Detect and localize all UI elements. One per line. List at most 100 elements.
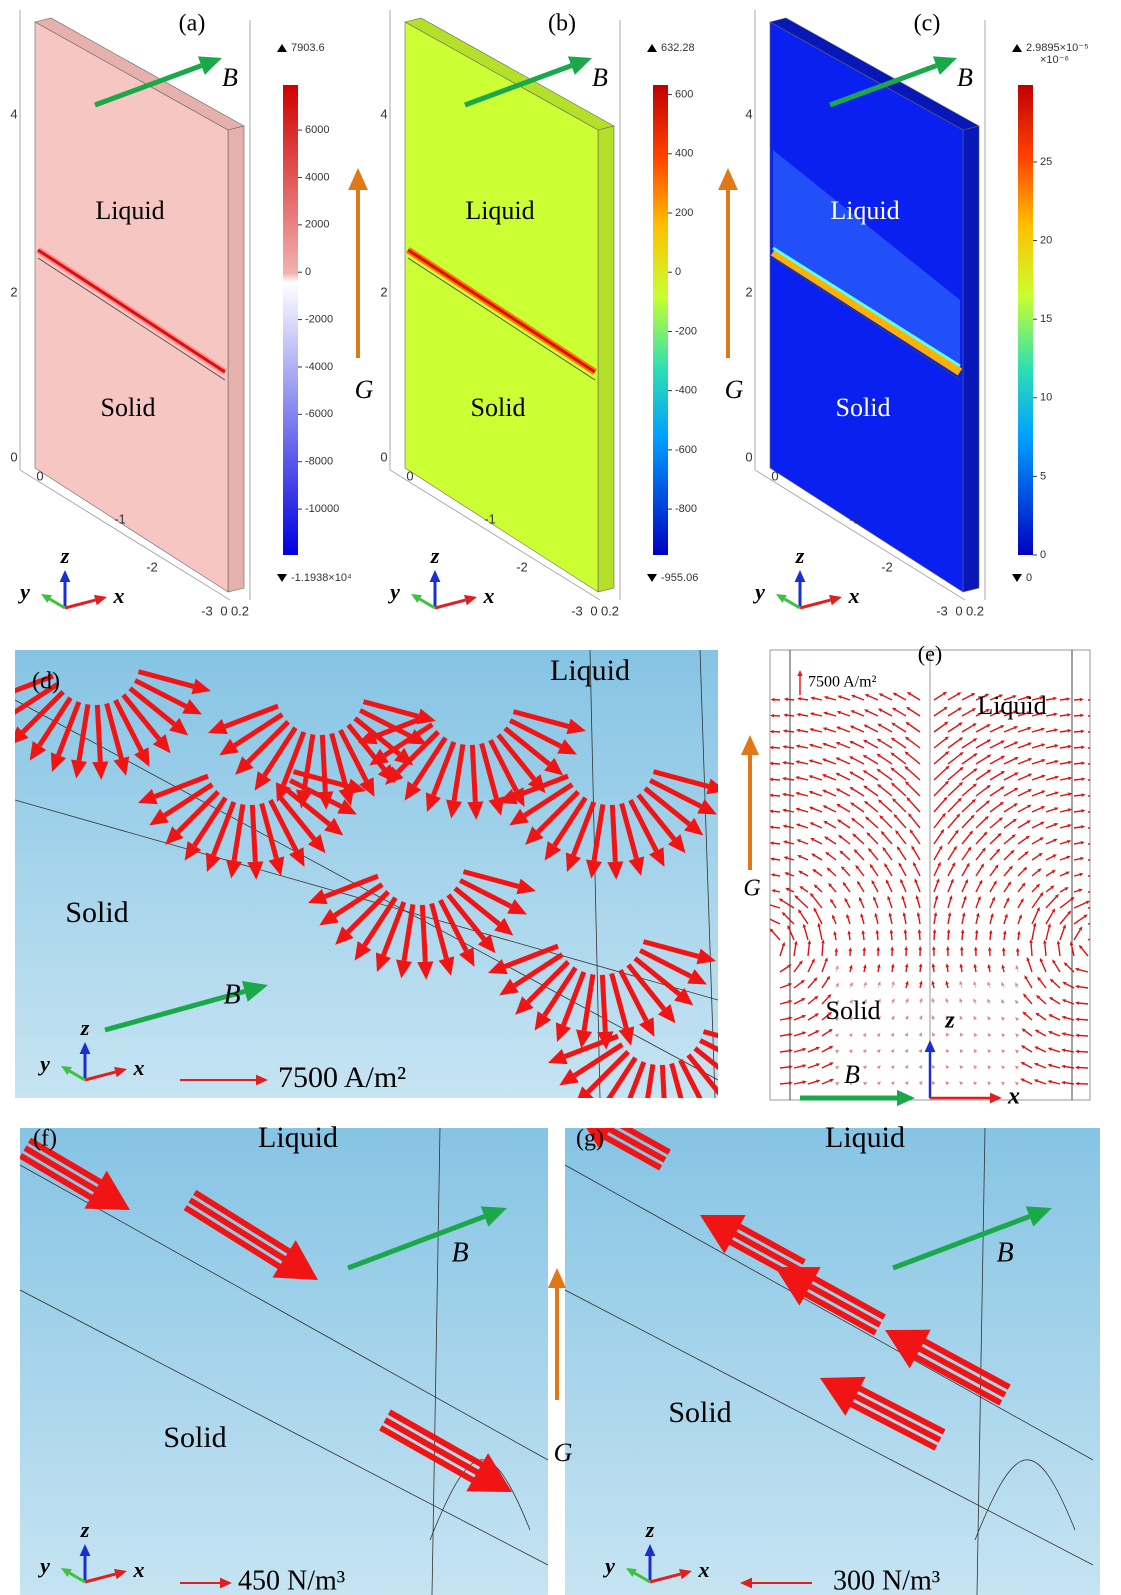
current-arrow-head — [1037, 976, 1042, 981]
current-arrow-head — [1054, 893, 1059, 899]
current-arrow-head — [1027, 758, 1033, 762]
current-arrow-head — [986, 724, 991, 728]
current-arrow-head — [890, 782, 896, 787]
current-arrow — [919, 1001, 922, 1005]
current-arrow-head — [959, 1032, 964, 1037]
current-arrow-head — [828, 882, 833, 888]
current-arrow-head — [848, 947, 853, 952]
current-arrow-head — [1013, 726, 1019, 730]
current-arrow-head — [942, 691, 948, 696]
current-arrow — [1030, 943, 1033, 957]
current-arrow-head — [973, 1015, 977, 1020]
current-arrow-head — [987, 1032, 992, 1038]
current-arrow — [905, 967, 908, 973]
current-arrow — [835, 968, 838, 973]
current-arrow-head — [848, 1049, 854, 1054]
current-arrow-head — [1038, 852, 1043, 857]
current-arrow-head — [1033, 1079, 1039, 1083]
force-line — [841, 1397, 938, 1451]
current-arrow-head — [919, 997, 923, 1003]
current-arrow-head — [1000, 725, 1005, 729]
current-arrow-head — [534, 1011, 552, 1031]
current-arrow-head — [1023, 866, 1028, 871]
current-arrow — [989, 867, 997, 877]
current-arrow-head — [994, 864, 999, 869]
current-arrow-head — [987, 946, 992, 951]
current-arrow-head — [770, 761, 774, 766]
current-arrow — [881, 694, 893, 701]
label: G — [554, 1438, 573, 1467]
current-arrow — [961, 724, 974, 733]
current-arrow-head — [848, 1033, 853, 1038]
current-arrow-head — [826, 867, 831, 872]
current-arrow — [771, 930, 781, 941]
current-arrow — [831, 901, 837, 909]
current-arrow — [1031, 728, 1042, 733]
current-arrow — [552, 796, 588, 847]
current-arrow-head — [782, 840, 788, 844]
current-arrow — [788, 888, 795, 893]
current-arrow — [947, 723, 960, 733]
label: 7500 A/m² — [278, 1061, 406, 1094]
current-arrow — [893, 754, 907, 765]
axis-tick-label: 0 — [380, 449, 387, 464]
current-arrow-head — [169, 717, 189, 736]
current-arrow-head — [904, 963, 909, 968]
current-arrow-head — [828, 1028, 833, 1033]
current-arrow — [1017, 774, 1029, 781]
current-arrow-head — [904, 1064, 909, 1070]
current-arrow — [933, 898, 938, 909]
current-arrow — [975, 802, 988, 813]
current-arrow-head — [425, 792, 442, 813]
edge — [699, 650, 716, 1098]
colorbar-tick-label: 600 — [675, 88, 693, 100]
current-arrow — [884, 849, 893, 861]
current-arrow-head — [849, 725, 855, 729]
current-arrow — [1017, 853, 1027, 861]
current-arrow — [1003, 773, 1016, 781]
axis-tick-label: -2 — [881, 559, 893, 574]
current-arrow — [1031, 838, 1041, 845]
current-arrow-head — [487, 958, 508, 975]
current-arrow-head — [876, 1065, 881, 1070]
current-arrow — [807, 961, 814, 973]
current-arrow-head — [1010, 849, 1015, 854]
current-arrow — [821, 1013, 830, 1021]
current-arrow-head — [1095, 778, 1099, 782]
edge — [589, 650, 601, 1098]
current-arrow-head — [891, 1015, 895, 1020]
arrow — [68, 1571, 86, 1584]
current-arrow — [854, 835, 865, 845]
label: (a) — [179, 11, 206, 37]
current-arrow — [652, 769, 710, 789]
current-arrow-head — [871, 879, 875, 885]
current-arrow — [989, 741, 1002, 749]
current-arrow-head — [802, 1080, 807, 1084]
current-arrow — [276, 793, 317, 841]
arrow-head — [1025, 1206, 1052, 1227]
current-arrow — [770, 918, 781, 925]
label: Solid — [101, 393, 156, 422]
current-arrow-head — [1041, 774, 1046, 779]
current-arrow-head — [802, 1064, 807, 1068]
current-arrow-head — [851, 817, 856, 822]
current-arrow — [932, 1001, 935, 1005]
current-arrow — [1073, 889, 1080, 893]
label: x — [113, 583, 125, 608]
current-arrow-head — [607, 861, 624, 880]
current-arrow — [779, 1017, 789, 1021]
force-line — [183, 1205, 290, 1275]
current-arrow — [1031, 713, 1041, 717]
current-arrow — [894, 800, 907, 813]
current-arrow-head — [1026, 711, 1032, 715]
current-arrow-head — [1075, 1065, 1080, 1070]
current-arrow — [638, 948, 693, 979]
current-arrow — [648, 778, 703, 809]
current-arrow — [807, 1047, 817, 1053]
current-arrow-head — [972, 738, 978, 742]
current-arrow-head — [1093, 874, 1097, 878]
current-arrow-head — [459, 947, 475, 967]
current-arrow — [401, 904, 416, 962]
current-arrow-head — [1014, 1049, 1020, 1054]
current-arrow — [453, 886, 501, 927]
